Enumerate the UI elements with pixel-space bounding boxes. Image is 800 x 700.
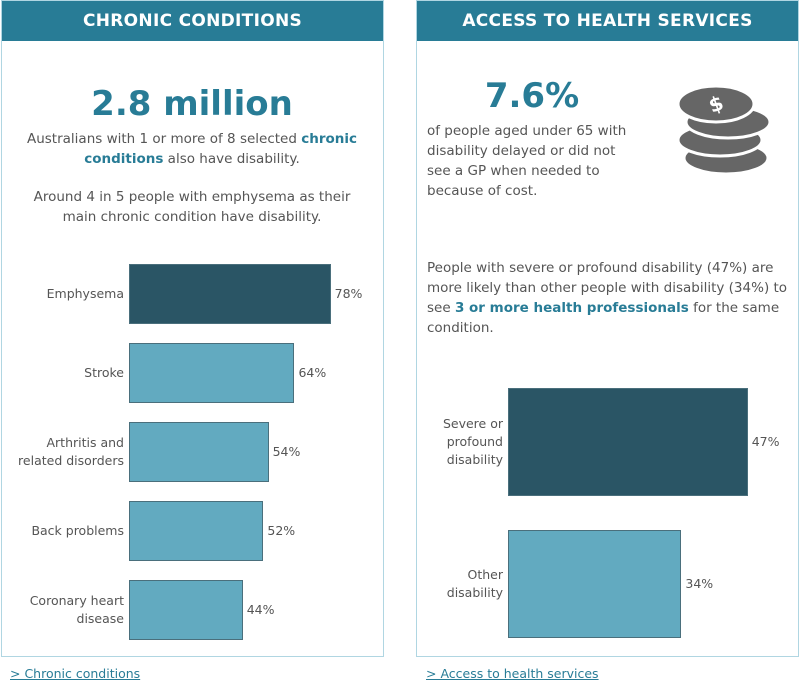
category-label: Coronary heart disease xyxy=(29,593,124,626)
big-number: 2.8 million xyxy=(91,84,293,124)
big-number: 7.6% xyxy=(484,76,580,116)
bar[interactable] xyxy=(508,388,748,496)
bar[interactable] xyxy=(508,530,682,638)
access-health-services-footer-link[interactable]: > Access to health services xyxy=(426,666,599,681)
summary-text: of people aged under 65 with disability … xyxy=(427,123,627,199)
value-label: 64% xyxy=(298,365,327,380)
bar[interactable] xyxy=(129,343,295,403)
category-label: Stroke xyxy=(84,365,124,380)
bar[interactable] xyxy=(129,264,331,324)
value-label: 54% xyxy=(272,444,301,459)
value-label: 44% xyxy=(246,602,275,617)
category-label: Arthritis and related disorders xyxy=(18,435,124,468)
chronic-conditions-footer-link[interactable]: > Chronic conditions xyxy=(10,666,141,681)
bar[interactable] xyxy=(129,501,264,561)
summary-text: Australians with 1 or more of 8 selected… xyxy=(20,129,364,169)
value-label: 78% xyxy=(334,286,363,301)
bar[interactable] xyxy=(129,580,243,640)
category-label: Other disability xyxy=(446,567,503,600)
chronic-conditions-link[interactable]: chronic conditions xyxy=(84,131,358,167)
category-label: Severe or profound disability xyxy=(442,416,503,467)
category-label: Back problems xyxy=(31,523,124,538)
value-label: 34% xyxy=(685,576,714,591)
chronic-conditions-panel: CHRONIC CONDITIONS xyxy=(1,0,384,657)
health-professionals-link[interactable]: 3 or more health professionals xyxy=(454,300,689,316)
text: also have disability. xyxy=(163,151,300,167)
detail-text: People with severe or profound disabilit… xyxy=(427,258,792,338)
text: for the same condition. xyxy=(427,300,780,336)
access-health-services-panel: ACCESS TO HEALTH SERVICES xyxy=(416,0,799,657)
panel-title: CHRONIC CONDITIONS xyxy=(2,1,383,41)
text: Australians with 1 or more of 8 selected xyxy=(26,131,302,147)
coins-stack-icon: $ xyxy=(676,84,772,176)
value-label: 52% xyxy=(267,523,296,538)
bar[interactable] xyxy=(129,422,269,482)
value-label: 47% xyxy=(751,434,780,449)
panel-title: ACCESS TO HEALTH SERVICES xyxy=(417,1,798,41)
text: People with severe or profound disabilit… xyxy=(427,260,788,316)
category-label: Emphysema xyxy=(46,286,124,301)
detail-text: Around 4 in 5 people with emphysema as t… xyxy=(33,189,351,225)
